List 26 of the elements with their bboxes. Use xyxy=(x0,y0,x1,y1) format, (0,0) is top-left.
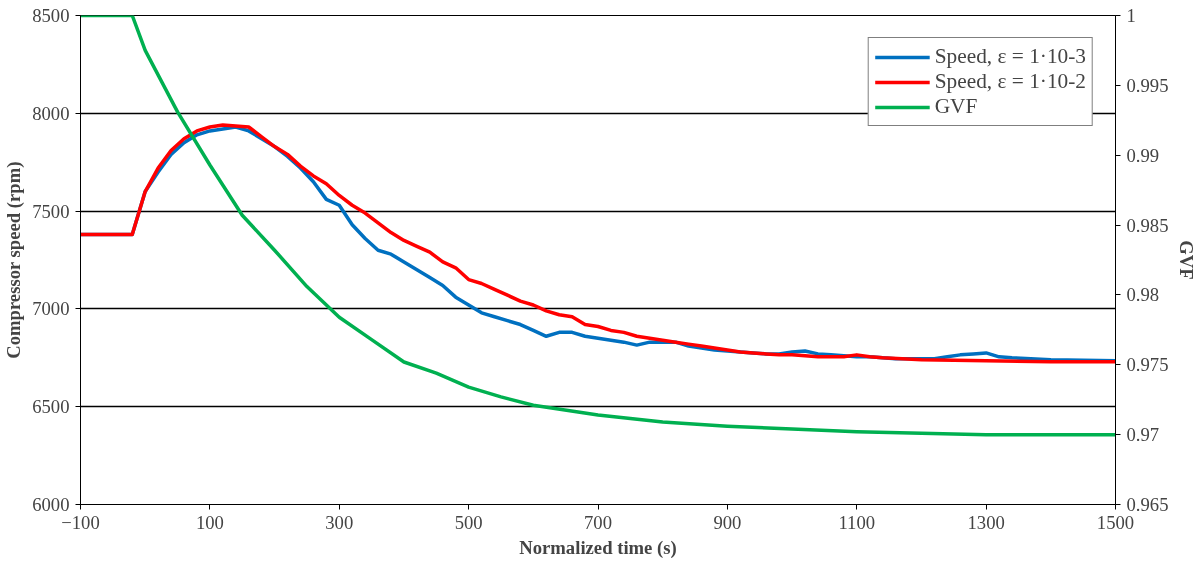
y-tick-label: 8000 xyxy=(32,102,70,124)
x-tick-label: 500 xyxy=(454,511,483,533)
x-tick-label: 1100 xyxy=(838,511,876,533)
x-tick-label: 1300 xyxy=(967,511,1005,533)
y2-tick-label: 0.97 xyxy=(1126,424,1160,446)
y2-axis-title: GVF xyxy=(1176,240,1198,280)
y2-tick-label: 0.99 xyxy=(1126,144,1160,166)
legend-label: Speed, ε = 1·10-2 xyxy=(934,69,1086,94)
y2-tick-label: 0.975 xyxy=(1126,354,1169,376)
y-tick-label: 7500 xyxy=(32,200,70,222)
legend-label: GVF xyxy=(934,94,978,119)
x-tick-label: 700 xyxy=(584,511,612,533)
x-tick-label: 900 xyxy=(713,511,742,533)
y2-tick-label: 0.995 xyxy=(1126,74,1169,96)
legend-label: Speed, ε = 1·10-3 xyxy=(934,44,1086,69)
y2-tick-label: 0.98 xyxy=(1126,284,1160,306)
y-tick-label: 8500 xyxy=(32,5,70,26)
x-axis-title: Normalized time (s) xyxy=(519,536,677,559)
line-series xyxy=(80,15,1116,437)
y2-tick-label: 1 xyxy=(1126,5,1136,26)
x-tick-label: 300 xyxy=(325,511,354,533)
y2-tick-label: 0.985 xyxy=(1126,214,1169,236)
y-tick-label: 7000 xyxy=(32,298,70,320)
y-axis-title: Compressor speed (rpm) xyxy=(3,161,26,359)
x-tick-label: 100 xyxy=(195,511,224,533)
y-tick-label: 6500 xyxy=(32,396,70,418)
